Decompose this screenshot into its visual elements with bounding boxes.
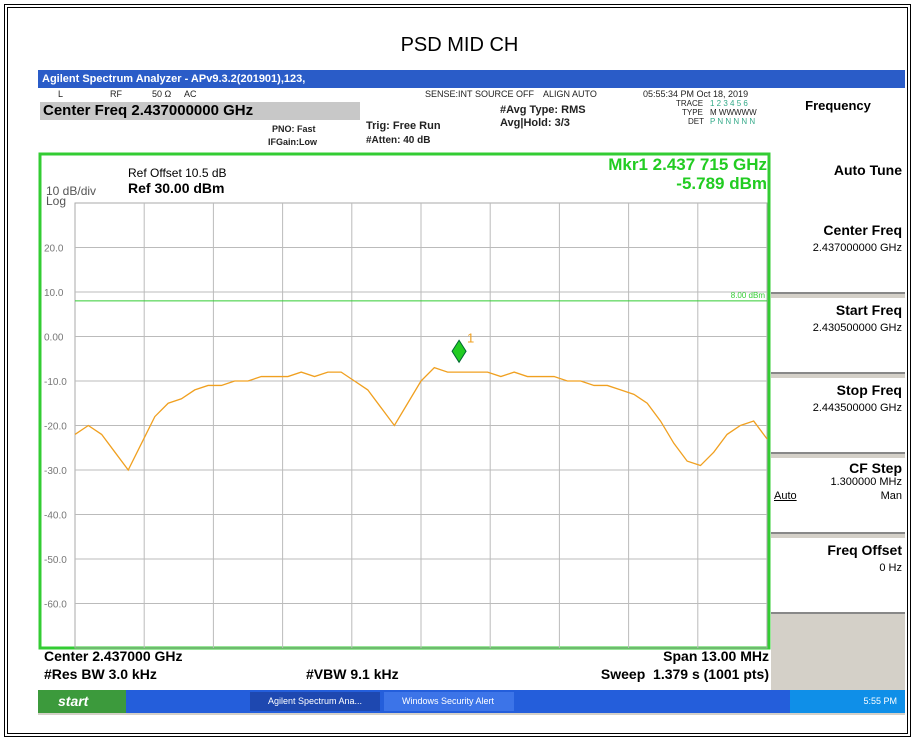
plot-bg — [38, 152, 771, 690]
softkey[interactable]: Freq Offset 0 Hz — [771, 538, 905, 614]
ref-level: Ref 30.00 dBm — [128, 180, 225, 196]
display-line-label: 8.00 dBm — [731, 291, 766, 300]
window-title: Agilent Spectrum Analyzer - APv9.3.2(201… — [38, 70, 905, 88]
softkey-label: Auto Tune — [833, 162, 902, 178]
softkey-value: 0 Hz — [879, 562, 902, 574]
outer-border — [4, 4, 911, 737]
setting: Avg|Hold: 3/3 — [500, 117, 570, 129]
y-tick-label: -60.0 — [44, 600, 67, 611]
softkey-title: Frequency — [771, 88, 905, 164]
vbw-label: #VBW 9.1 kHz — [306, 666, 399, 682]
sweep-label: Sweep 1.379 s (1001 pts) — [600, 666, 769, 682]
softkey-label: Center Freq — [823, 222, 902, 238]
softkey-label: CF Step — [849, 460, 902, 476]
softkey-label: Freq Offset — [827, 542, 902, 558]
task-button[interactable]: Agilent Spectrum Ana... — [250, 692, 380, 711]
y-tick-label: -30.0 — [44, 466, 67, 477]
center-freq: Center Freq 2.437000000 GHz — [40, 102, 360, 120]
marker-value: -5.789 dBm — [676, 174, 767, 193]
setting: PNO: Fast — [272, 124, 316, 134]
setting: Trig: Free Run — [366, 120, 441, 132]
setting: #Avg Type: RMS — [500, 104, 586, 116]
softkey[interactable]: Start Freq 2.430500000 GHz — [771, 298, 905, 374]
softkey[interactable]: Stop Freq 2.443500000 GHz — [771, 378, 905, 454]
setting: IFGain:Low — [268, 137, 317, 147]
status: SENSE:INT — [425, 89, 473, 99]
softkey-value: 1.300000 MHz — [830, 476, 902, 488]
y-tick-label: 10.0 — [44, 288, 64, 299]
task-button[interactable]: Windows Security Alert — [384, 692, 514, 711]
status: DET — [688, 117, 704, 126]
softkey-value: 2.430500000 GHz — [812, 322, 902, 334]
status: TYPE — [682, 108, 703, 117]
softkey[interactable]: Auto Tune — [771, 152, 905, 228]
scale-mode: Log — [46, 194, 67, 208]
plot-frame — [38, 152, 771, 650]
y-tick-label: -50.0 — [44, 555, 67, 566]
marker-freq: Mkr1 2.437 715 GHz — [608, 155, 767, 174]
marker — [451, 339, 467, 364]
softkey-title-text: Frequency — [805, 98, 871, 113]
softkey-label: Stop Freq — [836, 382, 902, 398]
y-tick-label: -10.0 — [44, 377, 67, 388]
status: P N N N N N — [710, 117, 756, 126]
softkey-auto: Auto — [774, 490, 797, 502]
status: L — [58, 89, 64, 99]
status-area — [38, 88, 771, 152]
status: TRACE — [676, 99, 704, 108]
status: RF — [110, 89, 122, 99]
status: 1 2 3 4 5 6 — [710, 99, 748, 108]
softkey-man: Man — [880, 490, 902, 502]
ref-offset: Ref Offset 10.5 dB — [128, 166, 227, 180]
softkey[interactable]: CF Step 1.300000 MHz Auto Man — [771, 458, 905, 534]
page-title: PSD MID CH — [400, 34, 519, 56]
status: ALIGN AUTO — [543, 89, 597, 99]
setting: #Atten: 40 dB — [366, 135, 431, 146]
status: M WWWWW — [710, 108, 757, 117]
softkey-value: 2.443500000 GHz — [812, 402, 902, 414]
softkey-value: 2.437000000 GHz — [812, 242, 902, 254]
rbw-label: #Res BW 3.0 kHz — [44, 666, 157, 682]
status: 05:55:34 PM Oct 18, 2019 — [643, 89, 749, 99]
status: SOURCE OFF — [475, 89, 535, 99]
scale: 10 dB/div — [46, 184, 97, 198]
y-tick-label: 0.00 — [44, 333, 64, 344]
softkey[interactable]: Center Freq 2.437000000 GHz — [771, 218, 905, 294]
y-tick-label: 20.0 — [44, 244, 64, 255]
status: AC — [184, 89, 197, 99]
status: 50 Ω — [152, 89, 172, 99]
span-label: Span 13.00 MHz — [663, 648, 769, 664]
trace — [74, 366, 768, 472]
softkey-label: Start Freq — [835, 302, 902, 318]
marker-label: 1 — [467, 330, 474, 345]
center-label: Center 2.437000 GHz — [44, 648, 183, 664]
y-tick-label: -40.0 — [44, 511, 67, 522]
y-tick-label: -20.0 — [44, 422, 67, 433]
start-button[interactable]: start — [38, 690, 126, 713]
clock: 5:55 PM — [790, 690, 905, 713]
